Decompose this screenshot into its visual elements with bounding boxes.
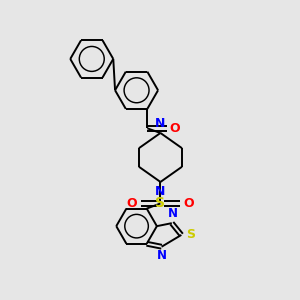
Text: N: N	[155, 184, 166, 198]
Text: N: N	[167, 208, 177, 220]
Text: S: S	[155, 196, 166, 211]
Text: N: N	[155, 117, 166, 130]
Text: N: N	[157, 249, 167, 262]
Text: O: O	[169, 122, 180, 135]
Text: O: O	[127, 197, 137, 210]
Text: O: O	[183, 197, 194, 210]
Text: S: S	[186, 228, 195, 242]
